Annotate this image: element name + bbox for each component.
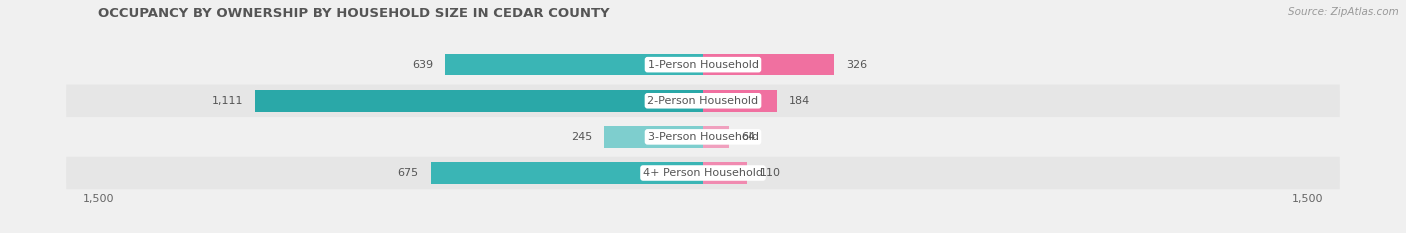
Bar bbox=[446, 54, 703, 75]
Bar bbox=[256, 90, 703, 112]
Text: 326: 326 bbox=[846, 60, 868, 70]
Text: 675: 675 bbox=[398, 168, 419, 178]
Text: 110: 110 bbox=[759, 168, 780, 178]
Bar bbox=[703, 90, 778, 112]
Text: Source: ZipAtlas.com: Source: ZipAtlas.com bbox=[1288, 7, 1399, 17]
Text: 184: 184 bbox=[789, 96, 810, 106]
FancyBboxPatch shape bbox=[66, 85, 1340, 117]
FancyBboxPatch shape bbox=[66, 157, 1340, 189]
Bar bbox=[703, 162, 748, 184]
Text: OCCUPANCY BY OWNERSHIP BY HOUSEHOLD SIZE IN CEDAR COUNTY: OCCUPANCY BY OWNERSHIP BY HOUSEHOLD SIZE… bbox=[98, 7, 610, 20]
Bar bbox=[432, 162, 703, 184]
Bar bbox=[703, 54, 834, 75]
FancyBboxPatch shape bbox=[66, 48, 1340, 81]
FancyBboxPatch shape bbox=[66, 121, 1340, 153]
Text: 245: 245 bbox=[571, 132, 592, 142]
Bar bbox=[605, 126, 703, 148]
Text: 1,111: 1,111 bbox=[212, 96, 243, 106]
Text: 2-Person Household: 2-Person Household bbox=[647, 96, 759, 106]
Text: 4+ Person Household: 4+ Person Household bbox=[643, 168, 763, 178]
Text: 1-Person Household: 1-Person Household bbox=[648, 60, 758, 70]
Text: 3-Person Household: 3-Person Household bbox=[648, 132, 758, 142]
Text: 64: 64 bbox=[741, 132, 755, 142]
Text: 639: 639 bbox=[412, 60, 433, 70]
Bar bbox=[703, 126, 728, 148]
